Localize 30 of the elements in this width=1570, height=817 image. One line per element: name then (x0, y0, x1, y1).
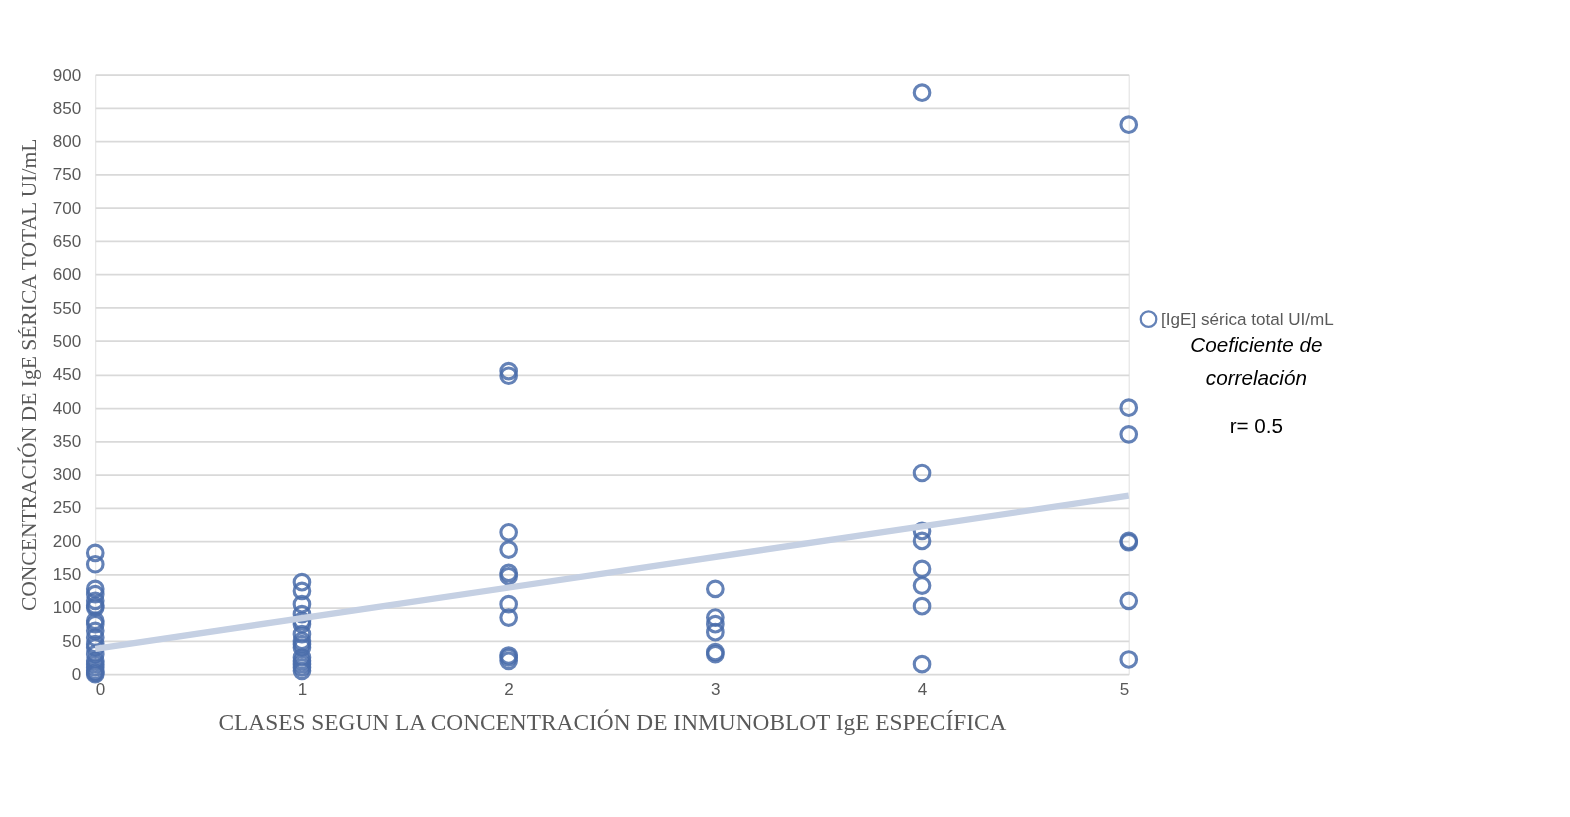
y-tick-label: 850 (52, 98, 82, 118)
y-axis-title: CONCENTRACIÓN DE IgE SÉRICA TOTAL UI/mL (16, 138, 41, 612)
y-tick-label: 800 (52, 132, 82, 152)
text: Coeficiente de correlación (1190, 333, 1323, 389)
y-tick-label: 300 (52, 465, 82, 485)
y-tick-label: 500 (52, 331, 82, 351)
y-tick-label: 0 (71, 664, 82, 684)
text: r= 0.5 (1229, 414, 1284, 438)
y-tick-label: 100 (52, 598, 82, 618)
y-tick-label: 250 (52, 498, 82, 518)
y-tick-label: 750 (52, 165, 82, 185)
y-tick-label: 200 (52, 531, 82, 551)
y-tick-label: 50 (62, 631, 82, 651)
y-tick-label: 550 (52, 298, 82, 318)
y-tick-label: 600 (52, 265, 82, 285)
y-tick-label: 450 (52, 365, 82, 385)
y-tick-label: 150 (52, 565, 82, 585)
x-axis-title: CLASES SEGUN LA CONCENTRACIÓN DE INMUNOBLOT IgE ESPECÍFICA (218, 709, 1007, 736)
x-tick-label: 2 (504, 680, 514, 700)
x-tick-label: 4 (917, 680, 928, 700)
x-tick-label: 5 (1119, 680, 1130, 700)
y-tick-label: 700 (52, 198, 82, 218)
x-tick-label: 0 (95, 680, 106, 700)
legend-label: [IgE] sérica total UI/mL (1161, 309, 1334, 329)
y-tick-label: 650 (52, 232, 82, 252)
y-tick-label: 900 (52, 65, 82, 85)
x-tick-label: 1 (297, 680, 308, 700)
y-tick-label: 400 (52, 398, 82, 418)
x-tick-label: 3 (711, 680, 721, 700)
y-tick-label: 350 (52, 431, 82, 451)
